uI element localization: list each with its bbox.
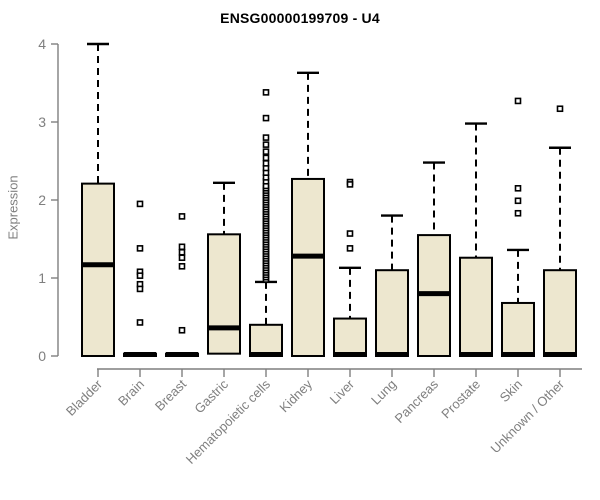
- iqr-box: [333, 317, 367, 357]
- iqr-box: [459, 256, 493, 357]
- iqr-box: [375, 269, 409, 358]
- iqr-box: [207, 233, 241, 355]
- outlier-point: [262, 89, 270, 96]
- chart-title: ENSG00000199709 - U4: [220, 10, 380, 26]
- outlier-point: [262, 134, 270, 141]
- outlier-point: [178, 326, 186, 334]
- outlier-point: [178, 213, 186, 220]
- outlier-point: [514, 185, 522, 192]
- outlier-point: [262, 114, 270, 122]
- iqr-box: [501, 301, 535, 357]
- x-tick-label-bladder: Bladder: [63, 376, 106, 419]
- box-prostate: [459, 122, 493, 357]
- outlier-point: [178, 254, 186, 262]
- iqr-box: [249, 323, 283, 357]
- outlier-point: [346, 230, 354, 237]
- x-tick-label-kidney: Kidney: [276, 376, 315, 415]
- iqr-box: [291, 177, 325, 357]
- y-tick-label: 1: [38, 270, 46, 286]
- x-tick-label-brain: Brain: [115, 377, 147, 409]
- box-hematopoietic-cells: [249, 89, 283, 357]
- y-axis: 0 1 2 3 4: [38, 36, 59, 364]
- outlier-point: [262, 160, 270, 167]
- x-tick-label-unknown-other: Unknown / Other: [488, 376, 568, 456]
- outlier-point: [262, 141, 270, 148]
- outlier-point: [346, 181, 354, 188]
- outlier-point: [136, 319, 144, 326]
- x-tick-label-prostate: Prostate: [438, 377, 483, 422]
- x-tick-label-skin: Skin: [497, 377, 525, 405]
- iqr-box: [81, 182, 115, 357]
- box-bladder: [81, 42, 115, 357]
- y-tick-label: 2: [38, 192, 46, 208]
- outlier-point: [514, 209, 522, 217]
- outlier-point: [514, 197, 522, 205]
- box-liver: [333, 178, 367, 357]
- y-tick-label: 4: [38, 36, 46, 52]
- y-tick-label: 0: [38, 348, 46, 364]
- box-brain: [123, 200, 157, 358]
- x-tick-label-liver: Liver: [327, 376, 358, 407]
- outlier-point: [262, 154, 270, 162]
- outlier-point: [136, 272, 144, 279]
- outlier-point: [556, 105, 564, 113]
- x-tick-label-pancreas: Pancreas: [392, 376, 442, 426]
- y-tick-label: 3: [38, 114, 46, 130]
- x-tick-label-gastric: Gastric: [191, 376, 231, 416]
- iqr-box: [543, 269, 577, 358]
- outlier-point: [262, 148, 270, 155]
- outlier-point: [514, 97, 522, 105]
- box-skin: [501, 97, 535, 357]
- box-lung: [375, 214, 409, 358]
- outlier-point: [136, 245, 144, 252]
- outlier-point: [136, 285, 144, 293]
- box-gastric: [207, 181, 241, 355]
- box-pancreas: [417, 161, 451, 358]
- outlier-point: [178, 243, 186, 251]
- outlier-point: [178, 262, 186, 270]
- box-breast: [165, 213, 199, 358]
- outlier-point: [178, 248, 186, 256]
- x-tick-label-breast: Breast: [152, 376, 189, 413]
- box-unknown-other: [543, 105, 577, 358]
- x-tick-label-lung: Lung: [368, 377, 399, 408]
- outlier-point: [136, 200, 144, 208]
- box-kidney: [291, 71, 325, 357]
- outlier-point: [346, 245, 354, 252]
